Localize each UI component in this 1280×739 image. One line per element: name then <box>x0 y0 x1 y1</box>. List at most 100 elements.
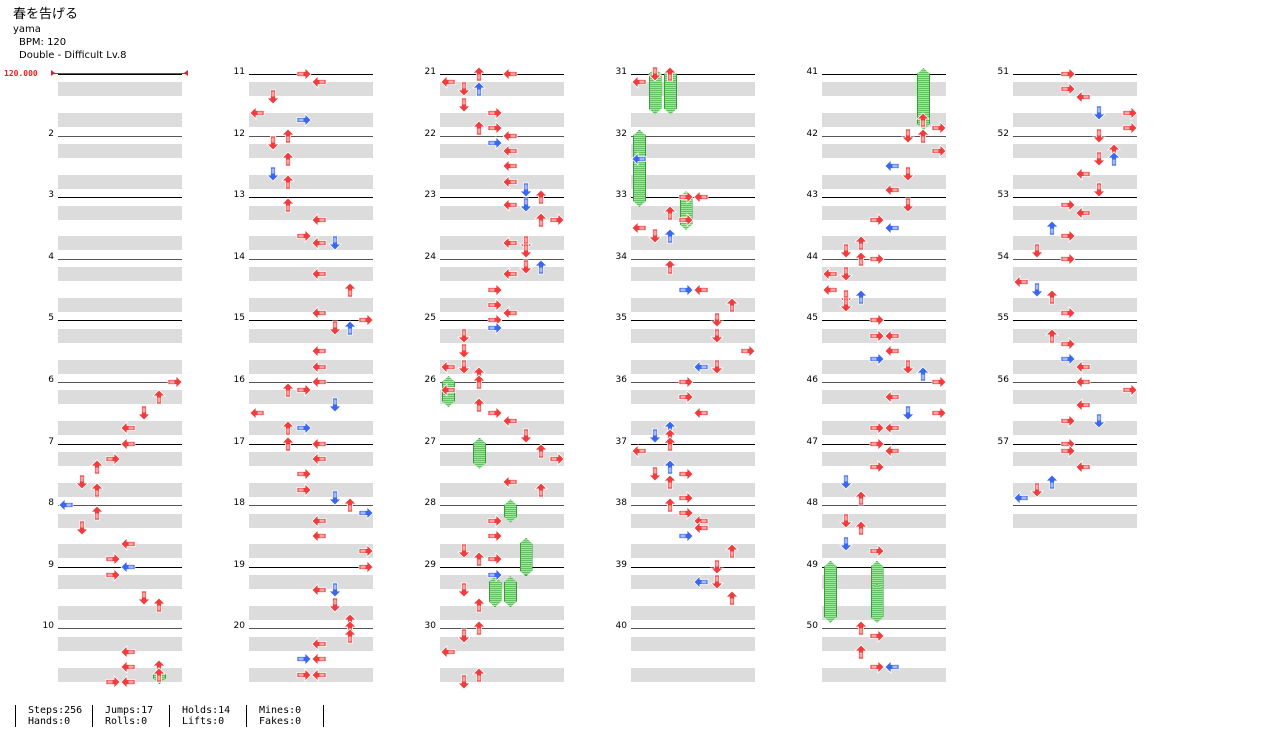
down-arrow-icon <box>709 574 724 590</box>
beat-band <box>822 174 946 189</box>
left-arrow-icon <box>693 575 709 590</box>
up-arrow-icon <box>534 443 548 459</box>
stats-column: Mines:0 Fakes:0 <box>246 705 324 727</box>
measure-number: 3 <box>48 190 54 201</box>
right-arrow-icon <box>869 436 885 451</box>
down-arrow-icon <box>74 474 89 490</box>
measure-number: 17 <box>233 436 245 447</box>
measure-line <box>58 320 182 322</box>
down-arrow-icon <box>900 197 915 213</box>
beat-band <box>1013 513 1137 528</box>
right-arrow-icon <box>1060 444 1076 459</box>
left-arrow-icon <box>440 382 456 397</box>
bpm-line-start-cap <box>51 70 55 76</box>
measure-line <box>1013 74 1137 75</box>
left-arrow-icon <box>311 267 327 282</box>
left-arrow-icon <box>502 305 518 320</box>
measure-line <box>822 566 946 568</box>
beat-band <box>440 328 564 343</box>
right-arrow-icon <box>358 505 374 520</box>
measure-number: 21 <box>424 67 436 77</box>
right-arrow-icon <box>296 482 312 497</box>
up-arrow-icon <box>343 628 357 644</box>
beat-band <box>58 174 182 189</box>
left-arrow-icon <box>311 359 327 374</box>
right-arrow-icon <box>167 375 183 389</box>
beat-band <box>249 390 373 405</box>
beat-band <box>440 113 564 128</box>
beat-band <box>249 267 373 282</box>
right-arrow-icon <box>869 459 885 474</box>
down-arrow-icon <box>647 466 662 482</box>
up-arrow-icon <box>916 128 930 143</box>
measure-number: 51 <box>997 67 1009 77</box>
right-arrow-icon <box>869 544 885 559</box>
up-arrow-icon <box>152 597 166 613</box>
measure-line <box>249 382 373 383</box>
down-arrow-icon <box>1091 128 1106 144</box>
left-arrow-icon <box>693 282 709 297</box>
left-arrow-icon <box>440 644 456 659</box>
measure-line <box>631 566 755 568</box>
beat-band <box>631 359 755 374</box>
measure-number: 7 <box>48 436 54 447</box>
right-arrow-icon <box>869 421 885 436</box>
measure-number: 29 <box>424 559 436 570</box>
left-arrow-icon <box>1075 167 1091 182</box>
up-arrow-icon <box>281 436 295 451</box>
up-arrow-icon <box>854 289 868 305</box>
beat-band <box>1013 205 1137 220</box>
measure-line <box>1013 382 1137 383</box>
measure-number: 18 <box>233 498 245 509</box>
up-arrow-icon <box>472 620 486 636</box>
measure-line <box>822 258 946 260</box>
hold-note <box>871 584 884 623</box>
left-arrow-icon <box>884 444 900 459</box>
left-arrow-icon <box>1075 90 1091 105</box>
measure-line <box>249 258 373 260</box>
left-arrow-icon <box>631 221 647 235</box>
measure-line <box>631 382 755 383</box>
beat-band <box>58 390 182 405</box>
up-arrow-icon <box>281 420 295 436</box>
down-arrow-icon <box>327 235 342 251</box>
down-arrow-icon <box>327 582 342 598</box>
right-arrow-icon <box>296 113 312 128</box>
beat-band <box>58 606 182 620</box>
measure-line <box>440 443 564 445</box>
beat-band <box>631 667 755 682</box>
stats-panel: Steps:256 Hands:0 Jumps:17 Rolls:0 Holds… <box>15 705 324 727</box>
right-arrow-icon <box>1060 251 1076 266</box>
measure-line <box>440 505 564 507</box>
beat-band <box>249 636 373 651</box>
beat-band <box>631 113 755 128</box>
measure-line <box>440 258 564 260</box>
right-arrow-icon <box>105 552 121 567</box>
right-arrow-icon <box>1060 67 1076 81</box>
left-arrow-icon <box>120 644 136 659</box>
left-arrow-icon <box>120 559 136 574</box>
right-arrow-icon <box>678 375 694 389</box>
up-arrow-icon <box>663 436 677 451</box>
right-arrow-icon <box>869 351 885 366</box>
measure-line <box>58 505 182 507</box>
down-arrow-icon <box>900 166 915 182</box>
down-arrow-icon <box>838 297 853 313</box>
down-arrow-icon <box>327 320 342 336</box>
down-arrow-icon <box>1091 105 1106 121</box>
beat-band <box>58 482 182 497</box>
right-arrow-icon <box>1060 305 1076 320</box>
beat-band <box>249 144 373 158</box>
beat-band <box>822 113 946 128</box>
beat-band <box>440 390 564 405</box>
beat-band <box>631 144 755 158</box>
down-arrow-icon <box>838 474 853 490</box>
up-arrow-icon <box>534 258 548 274</box>
measure-line <box>1013 135 1137 137</box>
down-arrow-icon <box>900 128 915 144</box>
measure-number: 24 <box>424 251 436 262</box>
measure-line <box>58 566 182 568</box>
measure-number: 54 <box>997 251 1009 262</box>
stats-column: Jumps:17 Rolls:0 <box>92 705 169 727</box>
beat-band <box>58 267 182 282</box>
